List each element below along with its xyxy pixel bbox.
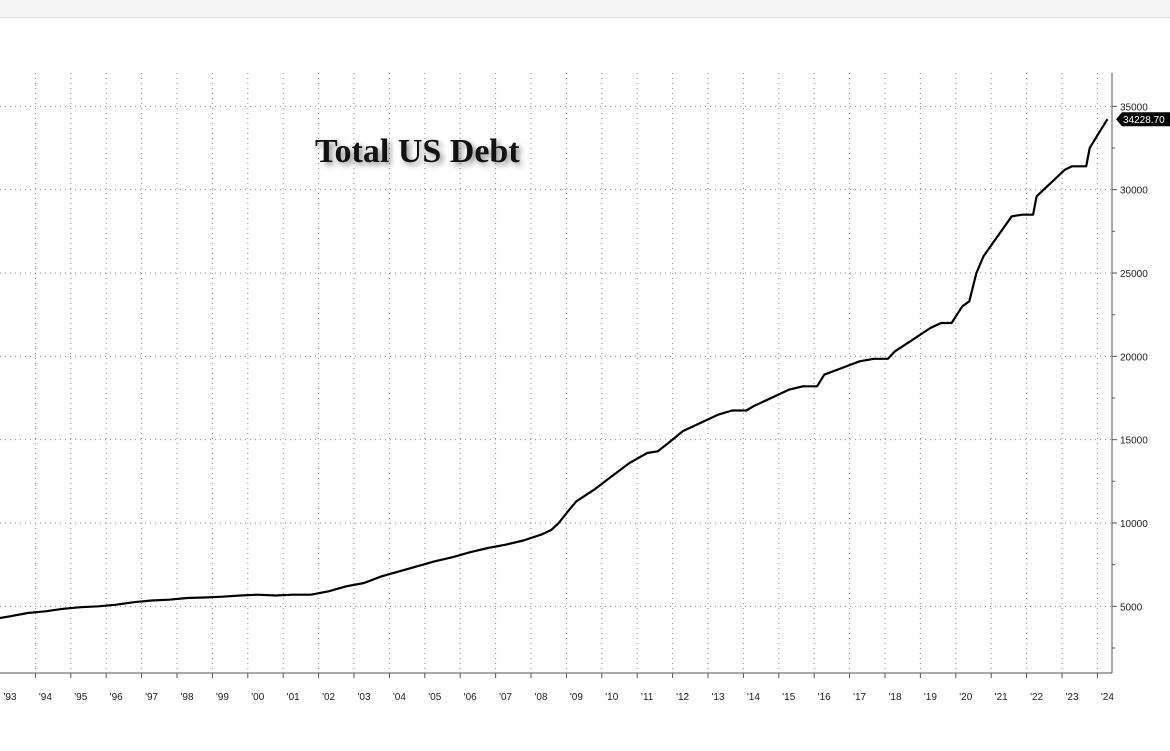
- x-tick-label: '07: [499, 692, 512, 703]
- x-tick-label: '95: [74, 692, 87, 703]
- x-tick-label: '08: [534, 692, 547, 703]
- x-tick-label: '17: [853, 692, 866, 703]
- x-tick-label: '24: [1101, 692, 1114, 703]
- last-value-label-text: 34228.70: [1123, 115, 1165, 126]
- x-tick-label: '04: [393, 692, 406, 703]
- horizontal-gridlines: [0, 105, 1112, 607]
- x-tick-label: '96: [110, 692, 123, 703]
- x-tick-label: '03: [357, 692, 370, 703]
- vertical-gridlines: [34, 73, 1098, 673]
- total-debt-line: [0, 118, 1109, 620]
- x-tick-label: '93: [3, 692, 16, 703]
- x-tick-label: '10: [605, 692, 618, 703]
- x-tick-label: '13: [711, 692, 724, 703]
- y-tick-label: 5000: [1120, 602, 1143, 613]
- x-tick-label: '18: [888, 692, 901, 703]
- x-tick-label: '19: [924, 692, 937, 703]
- x-tick-label: '15: [782, 692, 795, 703]
- y-tick-label: 35000: [1120, 102, 1148, 113]
- x-tick-label: '99: [216, 692, 229, 703]
- y-tick-label: 20000: [1120, 352, 1148, 363]
- y-tick-label: 10000: [1120, 519, 1148, 530]
- x-tick-label: '94: [39, 692, 52, 703]
- x-tick-label: '09: [570, 692, 583, 703]
- y-tick-label: 25000: [1120, 269, 1148, 280]
- x-tick-label: '11: [641, 692, 654, 703]
- x-tick-label: '98: [180, 692, 193, 703]
- x-tick-label: '05: [428, 692, 441, 703]
- chart-title: Total US Debt: [315, 133, 520, 170]
- x-tick-label: '02: [322, 692, 335, 703]
- last-value-label: 34228.70: [1116, 112, 1170, 127]
- x-tick-label: '14: [747, 692, 760, 703]
- x-tick-label: '21: [995, 692, 1008, 703]
- x-tick-label: '16: [818, 692, 831, 703]
- x-tick-label: '23: [1065, 692, 1078, 703]
- x-tick-label: '06: [464, 692, 477, 703]
- x-tick-label: '01: [287, 692, 300, 703]
- x-tick-label: '12: [676, 692, 689, 703]
- x-tick-label: '97: [145, 692, 158, 703]
- x-tick-label: '00: [251, 692, 264, 703]
- y-axis-ticks: 5000 10000 15000 20000 25000 30000 35000: [1112, 102, 1148, 649]
- last-value-label-box: [1116, 112, 1170, 127]
- x-axis-ticks: '93 '94 '95 '96 '97 '98 '99 '00 '01 '02 '03 '04 '05 '…: [3, 673, 1114, 703]
- browser-top-strip: [0, 0, 1170, 18]
- x-tick-label: '20: [959, 692, 972, 703]
- y-tick-label: 15000: [1120, 436, 1148, 447]
- y-tick-label: 30000: [1120, 186, 1148, 197]
- x-tick-label: '22: [1030, 692, 1043, 703]
